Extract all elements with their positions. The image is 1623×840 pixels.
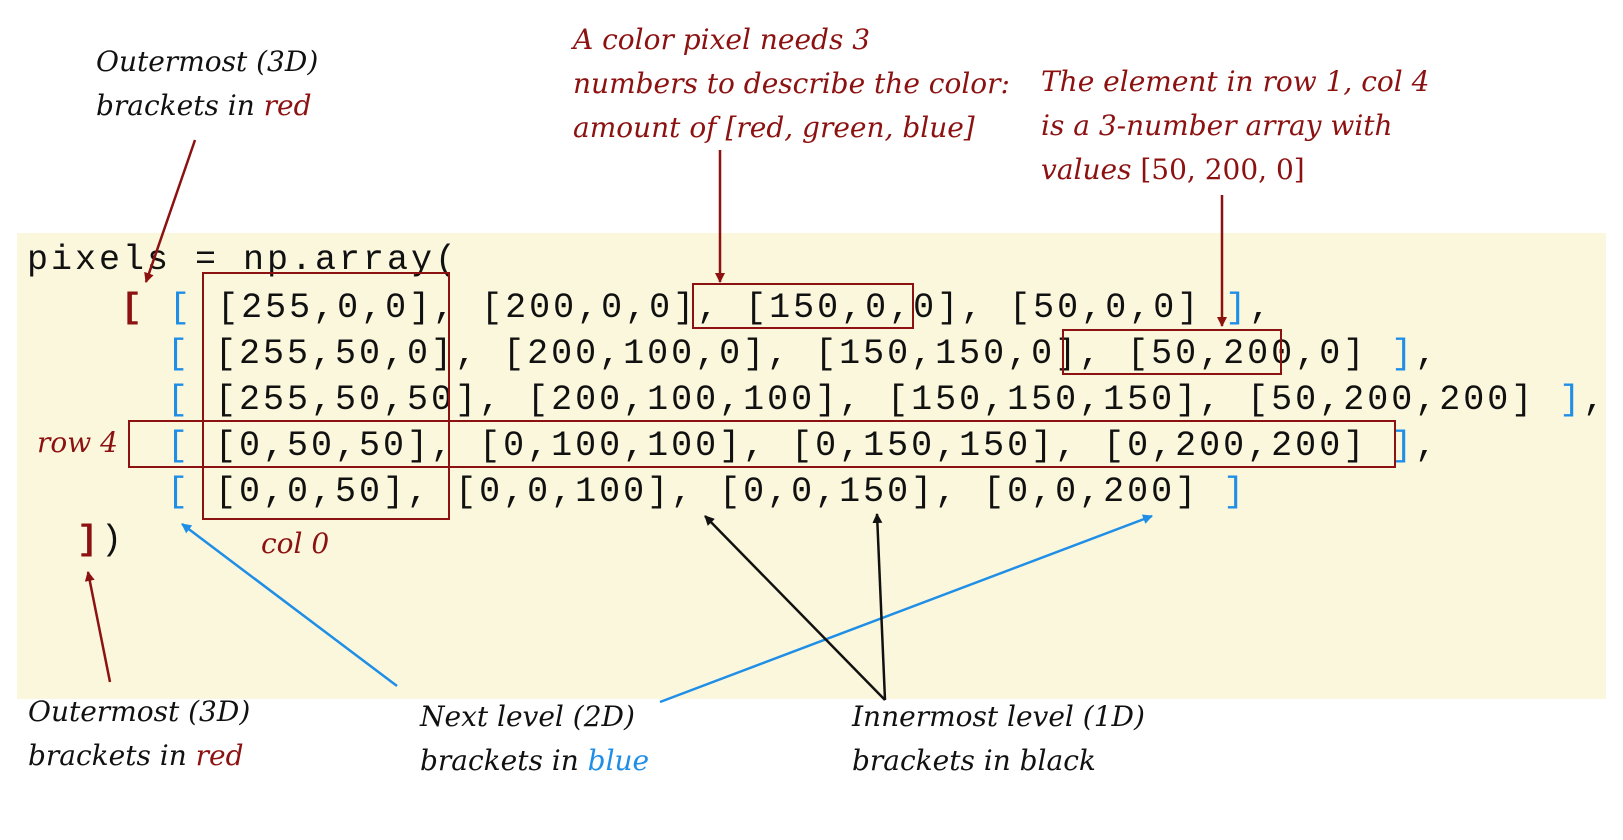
- arrow-blue-right: [659, 514, 1153, 704]
- row-0-values: [255,0,0], [200,0,0], [150,0,0], [50,0,0…: [217, 288, 1226, 328]
- row-4-open-bracket: [: [167, 472, 192, 512]
- col-0-label: col 0: [261, 527, 330, 560]
- outermost-bottom-red-word: red: [195, 739, 244, 772]
- row-2-close-bracket: ]: [1559, 380, 1584, 420]
- color-pixel-line3: amount of [red, green, blue]: [573, 111, 975, 144]
- row-3-comma: ,: [1415, 426, 1440, 466]
- row-4-label: row 4: [37, 426, 118, 459]
- row-4-values: [0,0,50], [0,0,100], [0,0,150], [0,0,200…: [215, 472, 1224, 512]
- color-pixel-note: A color pixel needs 3 numbers to describ…: [573, 18, 1010, 150]
- code-line-3: [ [255,50,50], [200,100,100], [150,150,1…: [167, 377, 1607, 423]
- row-3-open-bracket: [: [167, 426, 192, 466]
- color-pixel-line2: numbers to describe the color:: [573, 67, 1010, 100]
- innermost-line1: Innermost level (1D): [852, 700, 1145, 733]
- next-level-prefix: brackets in: [420, 744, 588, 777]
- arrow-outer-bottom: [84, 571, 112, 683]
- row-0-comma: ,: [1249, 288, 1274, 328]
- element-line3: values [50, 200, 0]: [1041, 148, 1429, 192]
- row-3-values: [0,50,50], [0,100,100], [0,150,150], [0,…: [215, 426, 1392, 466]
- row-2-open-bracket: [: [167, 380, 192, 420]
- next-level-line2: brackets in blue: [420, 739, 649, 783]
- arrow-outer-top: [144, 139, 197, 283]
- outermost-bottom-note: Outermost (3D) brackets in red: [28, 690, 250, 778]
- row-1-open-bracket: [: [167, 334, 192, 374]
- outermost-top-line1: Outermost (3D): [96, 45, 319, 78]
- row-4-close-bracket: ]: [1223, 472, 1248, 512]
- row-1-values: [255,50,0], [200,100,0], [150,150,0], [5…: [215, 334, 1392, 374]
- code-line-4: [ [0,50,50], [0,100,100], [0,150,150], […: [167, 423, 1439, 469]
- code-line-2: [ [255,50,0], [200,100,0], [150,150,0], …: [167, 331, 1439, 377]
- row-0-close-bracket: ]: [1225, 288, 1250, 328]
- close-paren: ): [101, 520, 126, 560]
- outer-open-bracket: [: [121, 288, 146, 328]
- col-0-box: [202, 272, 450, 520]
- row-4-box: [128, 420, 1396, 468]
- code-line-1: [ [ [255,0,0], [200,0,0], [150,0,0], [50…: [121, 285, 1273, 331]
- outermost-top-prefix: brackets in: [96, 89, 264, 122]
- outermost-bottom-prefix: brackets in: [28, 739, 196, 772]
- code-line-5: [ [0,0,50], [0,0,100], [0,0,150], [0,0,2…: [167, 469, 1247, 515]
- row-1-close-bracket: ]: [1391, 334, 1416, 374]
- arrow-black-right: [872, 513, 887, 701]
- element-50-200-0-box: [1062, 329, 1282, 375]
- row-2-comma: ,: [1583, 380, 1608, 420]
- row-3-close-bracket: ]: [1391, 426, 1416, 466]
- element-line2: is a 3-number array with: [1041, 109, 1393, 142]
- outermost-bottom-line2: brackets in red: [28, 734, 250, 778]
- outermost-top-line2: brackets in red: [96, 84, 318, 128]
- pixel-150-box: [692, 283, 914, 329]
- outermost-top-note: Outermost (3D) brackets in red: [96, 40, 318, 128]
- row-1-comma: ,: [1415, 334, 1440, 374]
- innermost-line2: brackets in black: [852, 744, 1096, 777]
- next-level-line1: Next level (2D): [420, 700, 635, 733]
- arrow-blue-left: [181, 523, 398, 687]
- code-line-6: ]): [77, 517, 125, 563]
- innermost-note: Innermost level (1D) brackets in black: [852, 695, 1145, 783]
- outermost-bottom-line1: Outermost (3D): [28, 695, 251, 728]
- next-level-note: Next level (2D) brackets in blue: [420, 695, 649, 783]
- element-values-prefix: values: [1041, 153, 1141, 186]
- outer-close-bracket: ]: [77, 520, 102, 560]
- element-note: The element in row 1, col 4 is a 3-numbe…: [1041, 60, 1429, 192]
- element-values: [50, 200, 0]: [1140, 153, 1305, 186]
- element-line1: The element in row 1, col 4: [1041, 65, 1430, 98]
- arrow-black-left: [704, 515, 886, 701]
- next-level-blue-word: blue: [587, 744, 650, 777]
- outermost-top-red-word: red: [263, 89, 312, 122]
- color-pixel-line1: A color pixel needs 3: [573, 23, 871, 56]
- row-0-open-bracket: [: [169, 288, 194, 328]
- row-2-values: [255,50,50], [200,100,100], [150,150,150…: [215, 380, 1560, 420]
